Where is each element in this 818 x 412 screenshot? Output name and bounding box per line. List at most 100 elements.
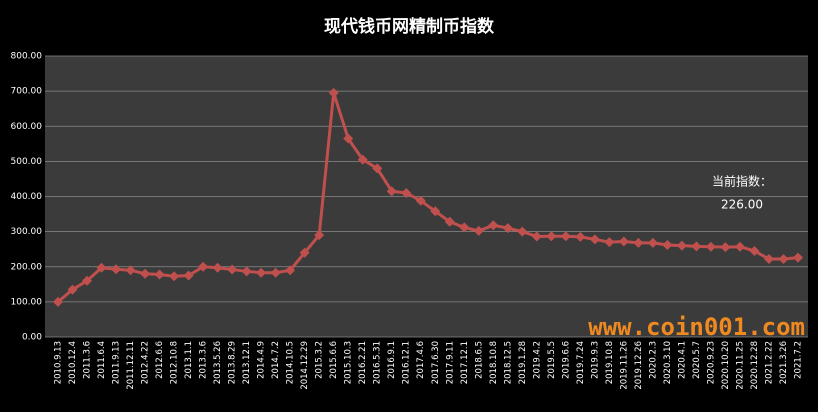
- marker: [140, 268, 151, 279]
- marker: [154, 269, 165, 280]
- x-tick-label: 2020.12.28: [750, 341, 760, 390]
- x-tick-label: 2011.12.11: [126, 341, 136, 390]
- marker: [386, 186, 397, 197]
- marker: [763, 254, 774, 265]
- marker: [502, 223, 513, 234]
- x-tick-label: 2017.12.1: [460, 341, 470, 384]
- y-tick-label: 300.00: [11, 227, 43, 237]
- x-tick-label: 2019.7.24: [576, 341, 586, 384]
- marker: [53, 296, 63, 307]
- x-tick-label: 2013.8.29: [228, 341, 238, 384]
- marker: [604, 237, 615, 248]
- x-tick-label: 2016.2.21: [358, 341, 368, 384]
- x-tick-label: 2011.6.4: [97, 341, 107, 379]
- x-tick-label: 2012.6.6: [155, 341, 165, 379]
- x-tick-label: 2014.10.5: [286, 341, 296, 384]
- x-tick-label: 2010.9.13: [54, 341, 64, 384]
- marker: [198, 261, 209, 272]
- x-tick-label: 2019.4.2: [532, 341, 542, 379]
- marker: [183, 270, 194, 281]
- marker: [691, 241, 702, 252]
- marker: [778, 254, 789, 265]
- x-tick-label: 2019.11.26: [619, 341, 629, 390]
- x-tick-label: 2018.10.8: [489, 341, 499, 384]
- x-tick-label: 2016.5.31: [373, 341, 383, 384]
- x-tick-label: 2014.4.9: [257, 341, 267, 379]
- x-tick-label: 2018.6.5: [474, 341, 484, 379]
- marker: [241, 266, 252, 277]
- x-tick-label: 2020.4.1: [677, 341, 687, 379]
- x-tick-label: 2021.2.22: [764, 341, 774, 384]
- x-tick-label: 2020.5.7: [692, 341, 702, 379]
- y-tick-label: 400.00: [11, 192, 43, 202]
- marker: [357, 154, 368, 165]
- marker: [328, 87, 339, 98]
- marker: [793, 252, 803, 263]
- x-tick-label: 2016.12.1: [402, 341, 412, 384]
- y-tick-label: 700.00: [11, 87, 43, 97]
- marker: [546, 231, 557, 242]
- y-tick-label: 200.00: [11, 262, 43, 272]
- marker: [662, 239, 673, 250]
- marker: [67, 284, 78, 295]
- marker: [372, 163, 383, 174]
- x-tick-label: 2017.4.6: [416, 341, 426, 379]
- x-tick-label: 2015.6.6: [329, 341, 339, 379]
- x-tick-label: 2020.9.23: [706, 341, 716, 384]
- marker: [285, 265, 296, 276]
- y-tick-label: 800.00: [11, 52, 43, 62]
- x-tick-label: 2012.10.8: [170, 341, 180, 384]
- marker: [401, 187, 412, 198]
- x-tick-label: 2013.12.1: [242, 341, 252, 384]
- marker: [488, 220, 499, 231]
- marker: [647, 237, 658, 248]
- x-tick-label: 2011.9.13: [112, 341, 122, 384]
- watermark: www.coin001.com: [588, 313, 805, 341]
- marker: [430, 206, 441, 217]
- chart-title: 现代钱币网精制币指数: [324, 16, 495, 37]
- x-tick-label: 2014.7.2: [271, 341, 281, 379]
- marker: [459, 222, 470, 233]
- marker: [633, 237, 644, 248]
- marker: [343, 133, 354, 144]
- x-tick-label: 2017.9.11: [445, 341, 455, 384]
- marker: [82, 275, 93, 286]
- marker: [169, 271, 180, 282]
- marker: [618, 236, 629, 247]
- x-tick-label: 2015.10.3: [344, 341, 354, 384]
- marker: [444, 216, 455, 227]
- x-tick-label: 2020.2.3: [648, 341, 658, 379]
- marker: [212, 262, 223, 273]
- x-tick-label: 2015.3.2: [315, 341, 325, 379]
- x-tick-label: 2014.12.29: [300, 341, 310, 390]
- x-tick-label: 2020.11.25: [735, 341, 745, 390]
- y-tick-label: 100.00: [11, 297, 43, 307]
- line: [57, 92, 799, 304]
- marker: [256, 267, 267, 278]
- marker: [125, 265, 136, 276]
- marker: [473, 225, 484, 236]
- marker: [227, 264, 238, 275]
- x-tick-label: 2010.12.4: [68, 341, 78, 384]
- marker: [415, 195, 426, 206]
- marker: [676, 240, 687, 251]
- marker: [734, 241, 745, 252]
- x-tick-label: 2016.9.1: [387, 341, 397, 379]
- x-tick-label: 2017.6.30: [431, 341, 441, 384]
- marker: [96, 262, 107, 273]
- marker: [705, 241, 716, 252]
- marker: [517, 226, 528, 237]
- x-tick-label: 2019.9.3: [590, 341, 600, 379]
- x-tick-label: 2021.7.2: [794, 341, 804, 379]
- marker: [720, 242, 731, 253]
- x-tick-label: 2019.5.5: [547, 341, 557, 379]
- marker: [575, 231, 586, 242]
- x-tick-label: 2012.4.22: [141, 341, 151, 384]
- x-tick-label: 2019.10.8: [605, 341, 615, 384]
- x-tick-label: 2019.1.28: [518, 341, 528, 384]
- marker: [749, 245, 760, 256]
- y-tick-label: 600.00: [11, 122, 43, 132]
- marker: [314, 230, 325, 241]
- x-tick-label: 2019.12.26: [634, 341, 644, 390]
